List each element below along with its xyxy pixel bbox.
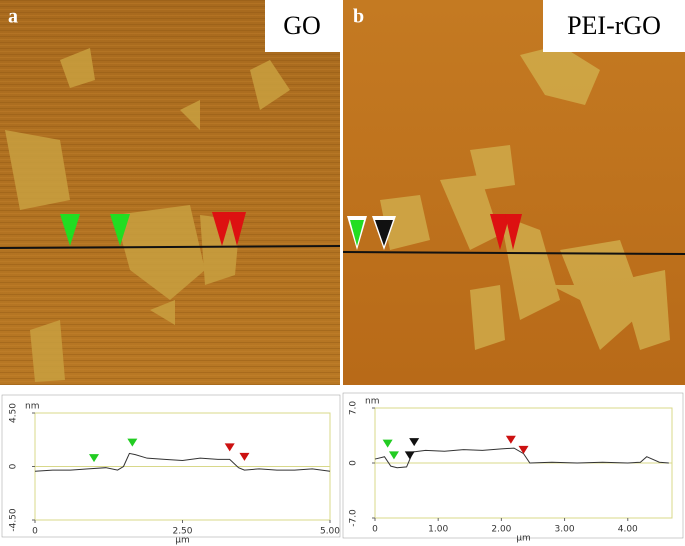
x-tick-label: 0: [372, 525, 378, 535]
cursor-marker: [127, 438, 138, 447]
panel-title: PEI-rGO: [567, 11, 661, 40]
cursor-marker: [404, 451, 415, 460]
y-tick-label: 0: [9, 463, 19, 469]
profile-line: [374, 447, 669, 469]
y-tick-label: -7.0: [349, 509, 359, 527]
afm-image-a: [0, 0, 341, 385]
y-tick-label: -4.50: [9, 508, 19, 532]
x-tick-label: 4.00: [618, 525, 638, 535]
x-tick-label: 0: [32, 527, 38, 537]
x-tick-label: 3.00: [555, 525, 575, 535]
y-tick-label: 4.50: [9, 403, 19, 423]
y-tick-label: 0: [349, 460, 359, 466]
cursor-marker: [388, 451, 399, 460]
x-tick-label: 1.00: [428, 525, 448, 535]
cursor-marker: [89, 454, 99, 463]
cursor-marker: [239, 452, 250, 461]
x-axis-label: μm: [516, 534, 531, 544]
x-tick-label: 5.00: [320, 527, 340, 537]
cursor-marker: [505, 435, 516, 444]
cursor-marker: [518, 445, 529, 454]
y-tick-label: 7.0: [349, 401, 359, 416]
profile-line: [34, 452, 331, 472]
cursor-marker: [224, 443, 235, 452]
y-axis-label: nm: [365, 397, 379, 407]
panel-title: GO: [283, 11, 321, 40]
cursor-marker: [382, 439, 393, 448]
x-tick-label: 2.00: [491, 525, 511, 535]
cursor-marker: [409, 438, 420, 447]
chart-frame: [342, 392, 684, 539]
x-axis-label: μm: [175, 536, 190, 546]
y-axis-label: nm: [25, 402, 39, 412]
panel-label: a: [8, 6, 18, 28]
afm-image-b: [342, 0, 685, 385]
x-tick-label: 2.50: [172, 527, 192, 537]
panel-label: b: [353, 6, 364, 28]
